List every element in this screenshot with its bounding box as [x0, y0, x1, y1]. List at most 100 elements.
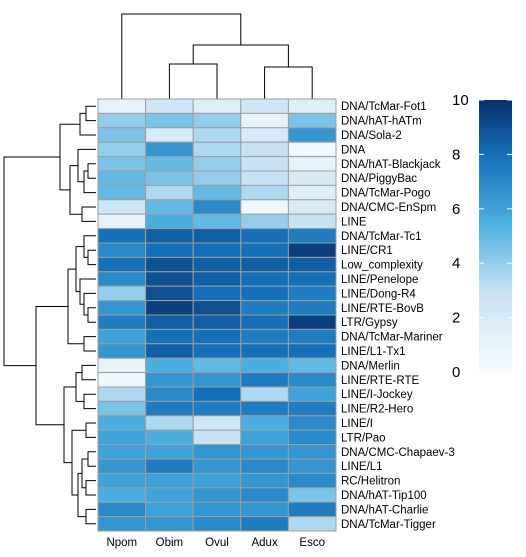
heatmap-cell [145, 98, 194, 114]
row-label: LINE/I [341, 418, 373, 430]
heatmap-cell [192, 184, 242, 201]
heatmap-cell [192, 516, 242, 532]
heatmap-cell [97, 429, 147, 446]
column-labels: Npom Obim Ovul Adux Esco [106, 537, 325, 549]
dendrogram-branch [83, 393, 96, 410]
dendrogram-branch [85, 508, 96, 525]
column-label: Npom [106, 537, 137, 549]
heatmap-cell [192, 357, 242, 374]
dendrogram-branch [79, 278, 96, 305]
heatmap-cell [287, 429, 337, 446]
heatmap-cell [287, 400, 337, 417]
heatmap-cell [97, 357, 147, 374]
heatmap-cell [287, 98, 337, 114]
heatmap-cell [287, 415, 337, 431]
row-label: DNA/hAT-Tip100 [341, 490, 427, 502]
heatmap-cell [240, 429, 289, 446]
heatmap-cell [192, 285, 242, 302]
heatmap-cell [192, 141, 242, 158]
row-label: LTR/Gypsy [341, 317, 398, 329]
row-label: DNA/hAT-Blackjack [341, 159, 441, 171]
heatmap-cell [97, 314, 147, 330]
legend-colorbar [479, 100, 512, 372]
heatmap-cell [97, 501, 147, 518]
row-label: LINE/L1-Tx1 [341, 346, 406, 358]
heatmap-cell [97, 458, 147, 474]
heatmap-cell [145, 343, 194, 359]
heatmap-cell [192, 472, 242, 489]
heatmap-cell [192, 328, 242, 345]
heatmap-cell [145, 141, 194, 158]
heatmap-cell [287, 328, 337, 345]
heatmap-cell [240, 444, 289, 460]
column-label: Adux [251, 537, 277, 549]
heatmap-cell [287, 213, 337, 230]
heatmap-cell [240, 386, 289, 402]
heatmap-cell [240, 156, 289, 172]
heatmap-cell [192, 199, 242, 215]
row-label: DNA/hAT-Charlie [341, 504, 428, 516]
row-label: DNA/TcMar-Fot1 [341, 101, 427, 113]
legend-tick-label: 4 [452, 255, 460, 272]
row-label: LINE/CR1 [341, 245, 393, 257]
heatmap-cell [192, 98, 242, 114]
row-label: Low_complexity [341, 260, 423, 272]
heatmap-cell [145, 415, 194, 431]
heatmap-cell [240, 400, 289, 417]
heatmap-cell [192, 458, 242, 474]
heatmap-cell [240, 487, 289, 503]
heatmap-cell [240, 415, 289, 431]
row-labels: DNA/TcMar-Fot1 DNA/hAT-hATm DNA/Sola-2 DNA D… [341, 101, 455, 531]
heatmap-cell [192, 170, 242, 186]
heatmap-cell [287, 516, 337, 532]
heatmap-cell [240, 458, 289, 474]
heatmap-cell [287, 314, 337, 330]
heatmap-cell [145, 112, 194, 129]
heatmap-cell [192, 444, 242, 460]
heatmap-cell [97, 516, 147, 532]
dendrogram-branch [87, 163, 96, 179]
dendrogram-branch [83, 170, 96, 194]
dendrogram-branch [83, 336, 96, 352]
dendrogram-branch [3, 156, 60, 367]
heatmap-cell [145, 228, 194, 244]
heatmap-cell [97, 285, 147, 302]
heatmap-cell [192, 386, 242, 402]
heatmap-cell [287, 444, 337, 460]
heatmap-cell [240, 343, 289, 359]
heatmap-cell [287, 127, 337, 143]
dendrogram-branch [81, 364, 96, 381]
row-dendrogram [3, 105, 96, 525]
heatmap-cell [97, 271, 147, 287]
row-label: LINE/Penelope [341, 274, 418, 286]
dendrogram-branch [35, 305, 68, 426]
heatmap-cell [145, 213, 194, 230]
heatmap-cell [192, 156, 242, 172]
heatmap-cell [97, 213, 147, 230]
heatmap-cell [145, 357, 194, 374]
heatmap-cell [287, 228, 337, 244]
heatmap-cell [192, 242, 242, 258]
row-label: LINE/Dong-R4 [341, 288, 416, 300]
dendrogram-branch [87, 307, 96, 323]
dendrogram-branch [85, 105, 96, 122]
row-label: LINE/L1 [341, 461, 383, 473]
heatmap-cell [287, 199, 337, 215]
heatmap-cell [145, 127, 194, 143]
heatmap-cell [287, 386, 337, 402]
row-label: DNA/Sola-2 [341, 130, 402, 142]
heatmap-cell [192, 112, 242, 129]
heatmap-cell [97, 386, 147, 402]
heatmap-cell [145, 271, 194, 287]
dendrogram-branch [87, 249, 96, 266]
row-label: LINE/R2-Hero [341, 404, 413, 416]
heatmap-cell [145, 487, 194, 503]
legend-tick-label: 2 [452, 310, 460, 327]
row-label: LINE/RTE-RTE [341, 375, 420, 387]
heatmap-cell [240, 501, 289, 518]
heatmap-cell [145, 314, 194, 330]
heatmap-cell [145, 199, 194, 215]
legend-tick-label: 10 [452, 92, 469, 109]
heatmap-cell [287, 487, 337, 503]
heatmap-cell [145, 256, 194, 273]
